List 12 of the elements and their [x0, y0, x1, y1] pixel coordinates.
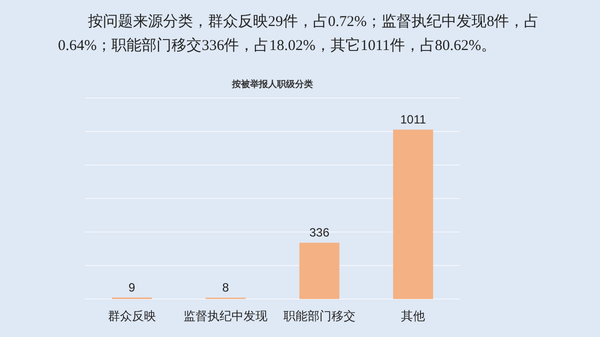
bar	[299, 242, 340, 299]
data-label: 336	[309, 226, 330, 240]
data-label: 9	[128, 280, 136, 294]
chart-title: 按被举报人职级分类	[231, 79, 313, 89]
x-tick-label: 群众反映	[108, 309, 156, 323]
bar	[393, 130, 434, 299]
data-label: 1011	[400, 112, 426, 127]
data-label: 8	[222, 280, 230, 295]
text: 按问题来源分类，群众反映29件，占0.72%；监督执纪中发现8件，占0.64%；职能部门移交336件，占18.02%，其它1011件，占80.62%。	[58, 12, 540, 56]
x-tick-label: 职能部门移交	[283, 309, 356, 323]
x-tick-label: 监督执纪中发现	[184, 309, 268, 323]
x-tick-label: 其他	[401, 309, 426, 323]
